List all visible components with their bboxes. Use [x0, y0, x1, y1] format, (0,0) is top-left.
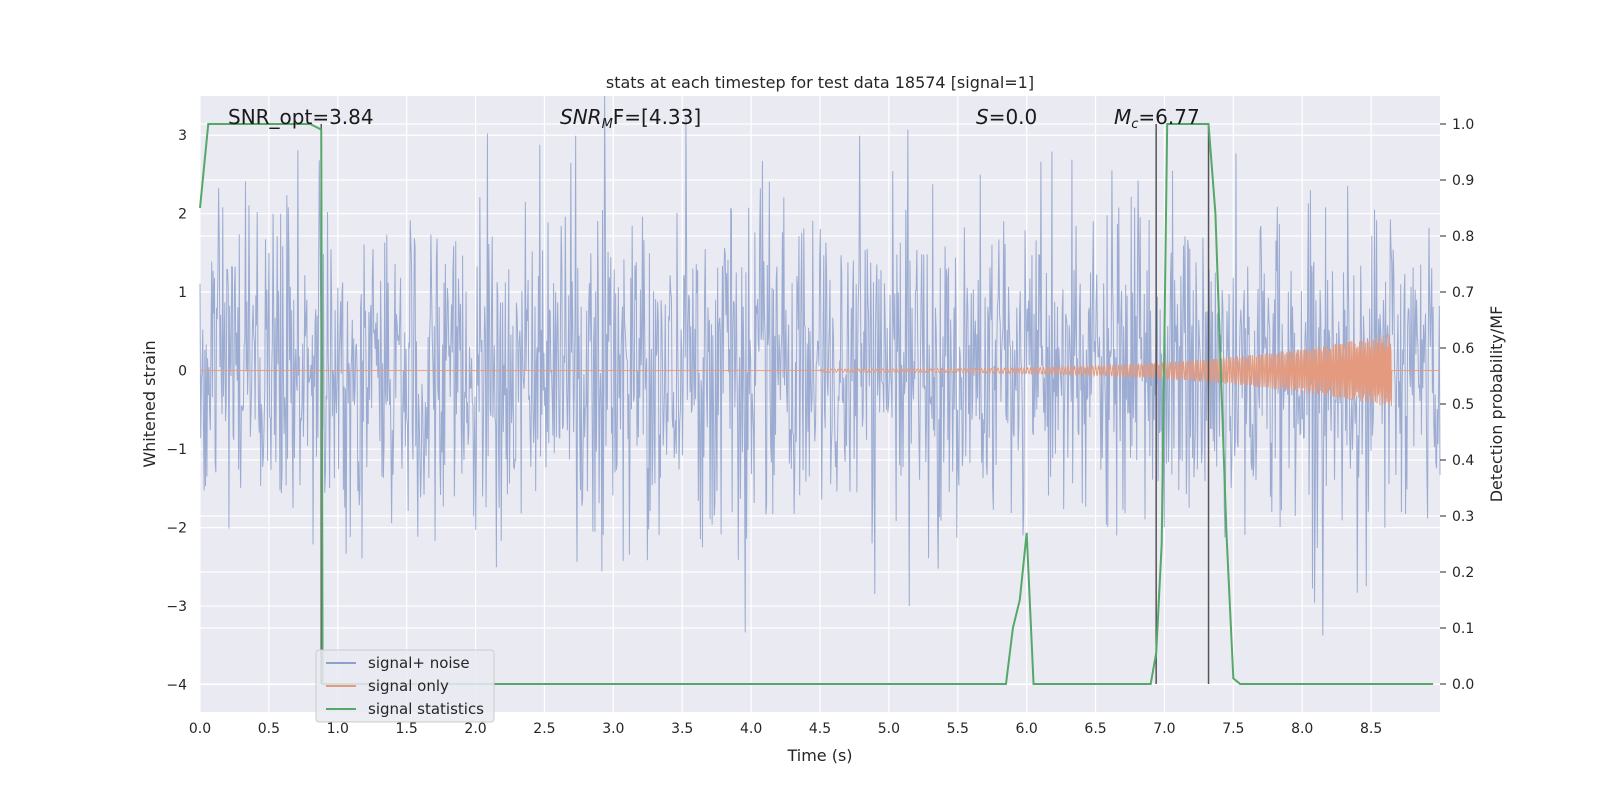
y2-tick-labels: 1.0 0.9 0.8 0.7 0.6 0.5 0.4 0.3 0.2 0.1 0.0: [1440, 117, 1474, 693]
x-tick-label: 3.5: [671, 721, 693, 737]
annotation-mc-main: M: [1114, 105, 1131, 129]
y2-tick-label: 0.5: [1452, 397, 1474, 413]
annotations: SNR_opt=3.84 SNRMF=[4.33] S=0.0 Mc=6.77: [228, 105, 1200, 132]
x-tick-label: 4.5: [809, 721, 831, 737]
series-signal-only: [200, 334, 1440, 407]
y2-tick-label: 0.9: [1452, 173, 1474, 189]
annotation-mc-rest: =6.77: [1138, 105, 1199, 129]
annotation-snr-mf-main: SNR: [560, 105, 602, 129]
x-tick-label: 7.0: [1153, 721, 1175, 737]
x-tick-label: 2.0: [464, 721, 486, 737]
annotation-snr-mf: SNRMF=[4.33]: [560, 105, 701, 132]
legend-label-signal-only: signal only: [368, 677, 449, 695]
x-tick-label: 1.0: [327, 721, 349, 737]
y2-tick-label: 1.0: [1452, 117, 1474, 133]
x-axis-label: Time (s): [786, 746, 852, 765]
y-tick-label: −4: [166, 678, 187, 694]
y-tick-labels: 3 2 1 0 −1 −2 −3 −4: [166, 128, 187, 693]
x-tick-label: 0.0: [189, 721, 211, 737]
x-tick-label: 6.0: [1016, 721, 1038, 737]
legend: signal+ noise signal only signal statist…: [315, 649, 495, 723]
signal-statistics-line: [199, 123, 1434, 685]
annotation-snr-opt: SNR_opt=3.84: [228, 105, 374, 129]
legend-box: [315, 649, 495, 723]
x-tick-label: 3.0: [602, 721, 624, 737]
annotation-s-rest: =0.0: [989, 105, 1038, 129]
y-tick-label: 2: [178, 207, 187, 223]
y2-tick-label: 0.1: [1452, 621, 1474, 637]
annotation-mc-sub: c: [1131, 117, 1138, 132]
annotation-snr-mf-sub: M: [602, 117, 613, 132]
y2-tick-label: 0.7: [1452, 285, 1474, 301]
x-tick-label: 5.5: [947, 721, 969, 737]
y2-tick-label: 0.2: [1452, 565, 1474, 581]
signal-only-line: [200, 334, 1440, 407]
y-tick-label: 1: [178, 285, 187, 301]
y2-axis-label: Detection probability/MF: [1487, 306, 1506, 503]
annotation-s-main: S: [976, 105, 989, 129]
x-tick-label: 1.5: [396, 721, 418, 737]
x-tick-label: 4.0: [740, 721, 762, 737]
y-tick-label: −3: [166, 599, 187, 615]
y-tick-label: 3: [178, 128, 187, 144]
x-tick-label: 6.5: [1084, 721, 1106, 737]
x-tick-label: 7.5: [1222, 721, 1244, 737]
y2-tick-label: 0.6: [1452, 341, 1474, 357]
y2-tick-label: 0.8: [1452, 229, 1474, 245]
legend-label-signal-statistics: signal statistics: [368, 700, 484, 718]
annotation-s-value: S=0.0: [976, 105, 1037, 129]
x-tick-label: 2.5: [533, 721, 555, 737]
y2-tick-label: 0.4: [1452, 453, 1474, 469]
y2-tick-label: 0.0: [1452, 677, 1474, 693]
x-tick-labels: 0.0 0.5 1.0 1.5 2.0 2.5 3.0 3.5 4.0 4.5 5.0 5.5 6.0 6…: [189, 721, 1382, 737]
y-tick-label: −1: [166, 442, 187, 458]
x-tick-label: 0.5: [258, 721, 280, 737]
series-signal-plus-noise: [199, 95, 1441, 636]
x-tick-label: 8.0: [1291, 721, 1313, 737]
x-tick-label: 5.0: [878, 721, 900, 737]
series-signal-statistics: [199, 123, 1434, 685]
y-tick-label: 0: [178, 364, 187, 380]
y2-tick-label: 0.3: [1452, 509, 1474, 525]
x-tick-label: 8.5: [1360, 721, 1382, 737]
annotation-snr-mf-rest: F=[4.33]: [613, 105, 701, 129]
y-axis-label: Whitened strain: [140, 340, 159, 467]
annotation-mc-value: Mc=6.77: [1114, 105, 1200, 132]
noise-line: [199, 95, 1441, 636]
legend-label-signal-plus-noise: signal+ noise: [368, 654, 470, 672]
y-tick-label: −2: [166, 521, 187, 537]
chart-title: stats at each timestep for test data 185…: [606, 73, 1034, 92]
